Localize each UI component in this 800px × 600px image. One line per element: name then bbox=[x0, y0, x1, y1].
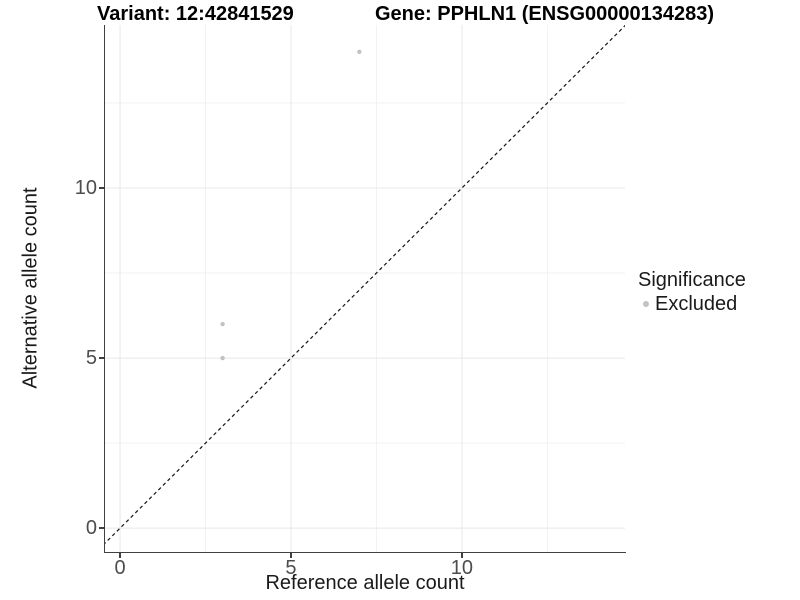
x-axis-line bbox=[103, 551, 626, 553]
identity-line bbox=[105, 25, 625, 545]
y-axis-line bbox=[103, 25, 105, 553]
y-tick-label-0: 0 bbox=[85, 517, 97, 540]
legend-item-excluded: Excluded bbox=[638, 292, 746, 316]
plot-canvas bbox=[105, 25, 625, 552]
data-point bbox=[220, 355, 225, 361]
x-tick-label-1: 5 bbox=[285, 557, 297, 579]
x-tick-mark bbox=[461, 553, 463, 558]
data-point bbox=[220, 321, 225, 327]
y-axis-label: Alternative allele count bbox=[19, 187, 42, 389]
legend-point-icon bbox=[643, 301, 649, 307]
x-axis-label: Reference allele count bbox=[265, 572, 465, 594]
y-tick-mark bbox=[99, 187, 104, 189]
y-tick-mark bbox=[99, 357, 104, 359]
y-tick-label-1: 5 bbox=[85, 347, 97, 370]
y-tick-mark bbox=[99, 527, 104, 529]
plot-panel bbox=[105, 25, 625, 552]
legend-title: Significance bbox=[638, 269, 746, 291]
data-point bbox=[357, 49, 362, 55]
x-tick-label-0: 0 bbox=[114, 557, 126, 579]
x-tick-mark bbox=[119, 553, 121, 558]
x-tick-label-2: 10 bbox=[450, 557, 474, 579]
legend: Significance Excluded bbox=[638, 268, 746, 316]
y-tick-label-2: 10 bbox=[74, 176, 97, 199]
plot-title-gene: Gene: PPHLN1 (ENSG00000134283) bbox=[375, 3, 715, 25]
legend-item-label: Excluded bbox=[655, 293, 738, 315]
plot-title-variant: Variant: 12:42841529 bbox=[97, 3, 294, 25]
x-tick-mark bbox=[290, 553, 292, 558]
